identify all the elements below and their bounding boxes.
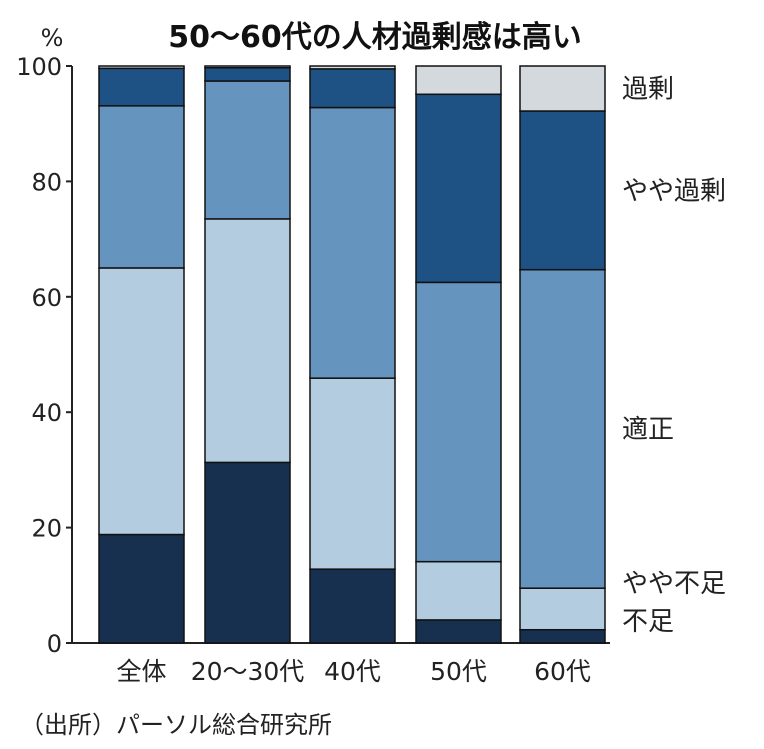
x-tick-label: 60代 (534, 657, 591, 686)
bar-segment (415, 281, 502, 563)
plot-area (98, 65, 606, 644)
legend-label: 不足 (622, 607, 674, 637)
bar-segment (204, 65, 291, 69)
bar-segment (519, 587, 606, 631)
bar-segment (204, 461, 291, 644)
x-tick-label: 20～30代 (191, 657, 305, 686)
legend-label: 適正 (622, 415, 674, 445)
bar-segment (415, 560, 502, 621)
legend-label: やや過剰 (622, 176, 726, 206)
bar-segment (519, 65, 606, 112)
bar-segment (204, 80, 291, 220)
source-note: （出所）パーソル総合研究所 (20, 711, 332, 739)
y-tick-label: 40 (31, 399, 62, 427)
bar-segment (415, 93, 502, 284)
bar-segment (415, 65, 502, 96)
bar-segment (204, 66, 291, 82)
y-tick-label: 20 (31, 515, 62, 543)
bar-segment (98, 533, 185, 644)
x-tick-label: 全体 (116, 657, 166, 686)
bar-segment (309, 568, 396, 644)
bar-segment (309, 65, 396, 70)
y-tick-label: 100 (16, 53, 62, 81)
y-tick-label: 60 (31, 284, 62, 312)
legend-label: 過剰 (622, 75, 674, 105)
legend-label: やや不足 (622, 569, 726, 599)
bar-segment (519, 110, 606, 271)
y-tick-label: 0 (47, 630, 62, 658)
bar-segment (98, 65, 185, 70)
bar-segment (98, 105, 185, 269)
bar-segment (519, 268, 606, 589)
y-tick-label: 80 (31, 168, 62, 196)
x-tick-label: 50代 (430, 657, 487, 686)
legend: 不足 やや不足 適正 やや過剰 過剰 (622, 75, 726, 637)
bar-segment (415, 619, 502, 644)
bar-segment (98, 67, 185, 107)
bar-segment (309, 377, 396, 570)
x-tick-label: 40代 (324, 657, 381, 686)
bar-segment (519, 628, 606, 644)
x-axis: 全体 20～30代 40代 50代 60代 (116, 657, 590, 686)
chart-title: 50～60代の人材過剰感は高い (168, 20, 582, 55)
bar-segment (309, 106, 396, 379)
y-axis-unit: % (41, 24, 64, 52)
bar-segment (309, 68, 396, 109)
bar-segment (98, 267, 185, 536)
bar-segment (204, 218, 291, 464)
